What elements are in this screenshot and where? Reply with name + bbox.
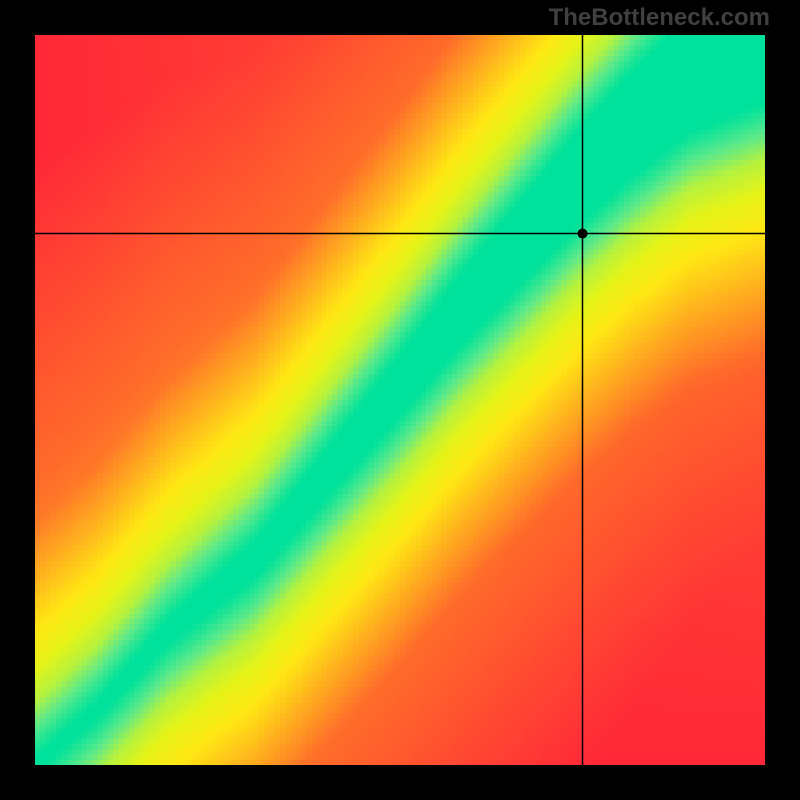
crosshair-marker	[578, 229, 588, 239]
crosshair-overlay	[0, 0, 800, 800]
watermark-text: TheBottleneck.com	[549, 4, 770, 32]
chart-frame: TheBottleneck.com	[0, 0, 800, 800]
